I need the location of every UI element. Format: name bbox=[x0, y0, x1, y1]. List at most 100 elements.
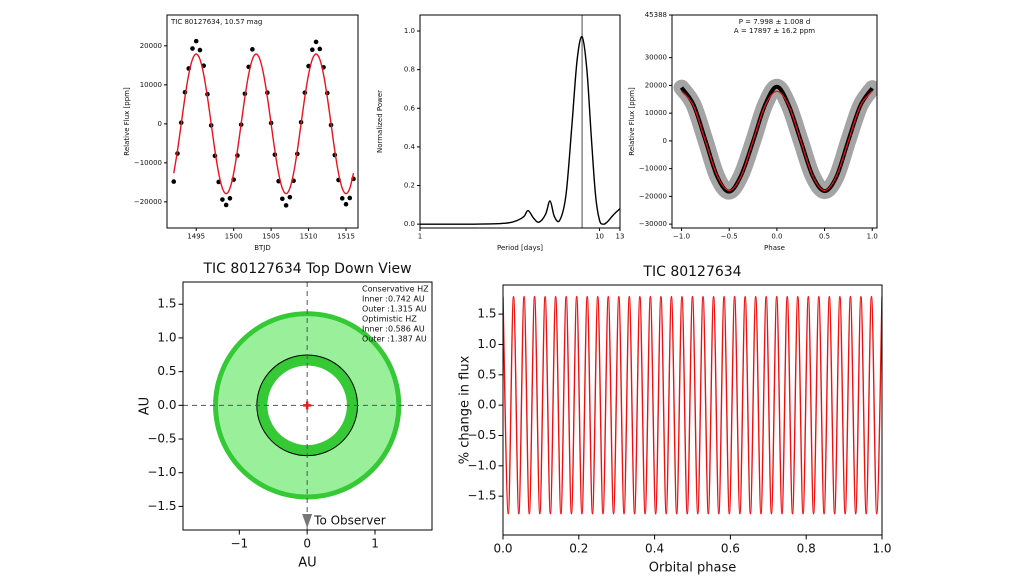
y-tick-label: 0.5 bbox=[477, 367, 496, 381]
x-tick-label: 0.4 bbox=[645, 542, 664, 556]
x-tick-label: 0.5 bbox=[819, 233, 830, 241]
panel: 0.0 0.2 0.4 0.6 0.8 1.0 −1.5 −1.0 −0.5 0.0 0.5 1.0 1… bbox=[458, 264, 892, 576]
x-tick-label: 1505 bbox=[262, 233, 280, 241]
observer-label: To Observer bbox=[313, 514, 386, 528]
y-tick-label: 0.8 bbox=[404, 66, 415, 74]
data-point bbox=[227, 196, 233, 201]
y-tick-label: −0.5 bbox=[147, 432, 176, 446]
data-point bbox=[280, 196, 285, 202]
frame bbox=[166, 14, 359, 229]
y-tick-label: 0.0 bbox=[477, 398, 496, 412]
habitable-zone bbox=[217, 316, 397, 495]
plot-area bbox=[171, 38, 356, 208]
x-tick-label: 1.0 bbox=[872, 542, 891, 556]
zone-label: Conservative HZ bbox=[362, 285, 429, 294]
y-tick-label: 0.0 bbox=[157, 398, 176, 412]
panel: −1.0 −0.5 0.0 0.5 1.0 −30000 −20000 −10000 0 1000… bbox=[628, 11, 878, 252]
data-line bbox=[503, 295, 882, 515]
model-line bbox=[681, 90, 873, 192]
y-tick-label: −1.5 bbox=[147, 499, 176, 513]
x-tick-label: 1495 bbox=[187, 233, 205, 241]
data-point bbox=[347, 195, 353, 201]
data-point bbox=[310, 47, 315, 53]
x-tick-label: −1.0 bbox=[673, 233, 690, 241]
star bbox=[303, 401, 312, 410]
x-tick-label: 0.0 bbox=[493, 542, 512, 556]
x-tick-label: 1 bbox=[418, 233, 422, 241]
x-tick-label: 0.0 bbox=[771, 233, 782, 241]
y-tick-label: −20000 bbox=[639, 192, 667, 200]
data-point bbox=[287, 194, 293, 200]
x-tick-label: −1 bbox=[230, 537, 248, 551]
data-line bbox=[420, 36, 620, 225]
y-axis-label: % change in flux bbox=[458, 355, 473, 464]
observer-arrow bbox=[302, 514, 313, 528]
x-tick-label: 1510 bbox=[300, 233, 318, 241]
zone-label: Outer :1.387 AU bbox=[362, 335, 427, 344]
x-tick-label: 1500 bbox=[225, 233, 243, 241]
x-tick-label: 1 bbox=[371, 537, 379, 551]
x-tick-label: 1515 bbox=[337, 233, 355, 241]
plot-area bbox=[420, 15, 620, 228]
y-tick-label: 0.2 bbox=[404, 182, 415, 190]
y-tick-label: −20000 bbox=[134, 198, 162, 206]
y-tick-label: 1.0 bbox=[477, 337, 496, 351]
y-tick-label: 10000 bbox=[140, 81, 162, 89]
chart-title: TIC 80127634 bbox=[642, 264, 741, 280]
x-tick-label: −0.5 bbox=[721, 233, 738, 241]
data-point bbox=[220, 197, 225, 202]
x-axis-label: AU bbox=[298, 556, 316, 571]
plot-area bbox=[503, 295, 882, 515]
y-tick-label: −30000 bbox=[639, 220, 667, 228]
y-tick-label: 1.0 bbox=[157, 330, 176, 344]
y-axis-label: Relative Flux [ppm] bbox=[123, 87, 131, 156]
y-tick-label: −10000 bbox=[134, 159, 162, 167]
y-tick-label: 0.5 bbox=[157, 364, 176, 378]
x-tick-label: 13 bbox=[616, 233, 625, 241]
y-tick-label: 0 bbox=[158, 120, 162, 128]
y-tick-label: 20000 bbox=[645, 81, 667, 89]
data-point bbox=[283, 203, 289, 208]
x-tick-label: 10 bbox=[595, 233, 604, 241]
y-tick-label: 1.5 bbox=[157, 297, 176, 311]
model-line bbox=[173, 53, 355, 195]
y-tick-label: 20000 bbox=[140, 42, 162, 50]
y-axis-label: Normalized Power bbox=[376, 90, 384, 153]
x-axis-label: Orbital phase bbox=[649, 561, 736, 576]
data-point bbox=[250, 47, 255, 52]
data-point bbox=[343, 201, 349, 207]
x-tick-label: 0.2 bbox=[569, 542, 588, 556]
y-axis-label: AU bbox=[138, 397, 153, 415]
x-tick-label: 0.8 bbox=[797, 542, 816, 556]
zone-label: Optimistic HZ bbox=[362, 315, 417, 324]
y-tick-label: 1.5 bbox=[477, 307, 496, 321]
frame bbox=[419, 14, 621, 229]
x-axis-label: Period [days] bbox=[497, 244, 543, 252]
y-tick-label: 45388 bbox=[645, 11, 667, 19]
y-tick-label: 1.0 bbox=[404, 27, 415, 35]
y-axis-label: Relative Flux [ppm] bbox=[628, 87, 636, 156]
data-point bbox=[193, 38, 199, 44]
frame bbox=[671, 14, 878, 229]
annotation: TIC 80127634, 10.57 mag bbox=[170, 18, 262, 26]
annotation: P = 7.998 ± 1.008 d bbox=[739, 18, 811, 26]
y-tick-label: −0.5 bbox=[467, 428, 496, 442]
data-point bbox=[339, 196, 345, 201]
y-tick-label: 0 bbox=[663, 137, 667, 145]
y-tick-label: 30000 bbox=[645, 54, 667, 62]
y-tick-label: −1.0 bbox=[147, 465, 176, 479]
plot-area bbox=[673, 78, 877, 200]
y-tick-label: 10000 bbox=[645, 109, 667, 117]
x-axis-label: BTJD bbox=[254, 244, 271, 252]
data-point bbox=[317, 46, 323, 52]
y-tick-label: −10000 bbox=[639, 165, 667, 173]
data-point bbox=[171, 179, 177, 184]
x-axis-label: Phase bbox=[764, 244, 785, 252]
x-tick-label: 0.6 bbox=[721, 542, 740, 556]
x-tick-label: 0 bbox=[303, 537, 311, 551]
data-point bbox=[190, 46, 195, 51]
data-point bbox=[313, 39, 319, 45]
y-tick-label: 0.6 bbox=[404, 104, 416, 112]
plot-area bbox=[183, 282, 432, 530]
